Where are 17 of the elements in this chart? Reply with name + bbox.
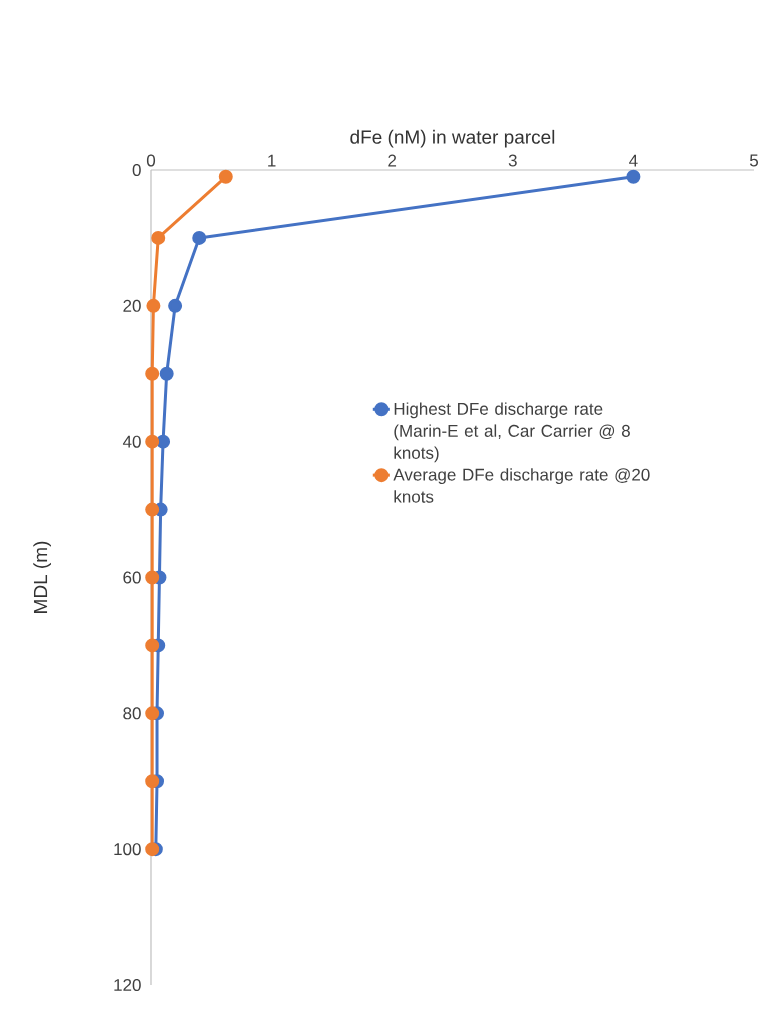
y-tick-label: 40: [122, 435, 141, 448]
x-tick-label: 2: [388, 154, 397, 167]
x-tick-label: 0: [146, 154, 156, 167]
y-tick-label: 120: [114, 978, 141, 992]
legend-label: Average DFe discharge rate @20 knots: [393, 468, 650, 503]
y-axis-title: MDL (m): [33, 541, 51, 613]
x-tick-label: 1: [268, 154, 276, 167]
y-tick-label: 20: [123, 299, 141, 312]
legend-label: Highest DFe discharge rate (Marin-E et al, Car Carrier @ 8 knots): [394, 402, 630, 463]
y-tick-label: 60: [123, 571, 141, 584]
y-tick-label: 0: [132, 163, 141, 177]
x-tick-label: 4: [629, 154, 638, 167]
y-tick-label: 100: [114, 843, 141, 856]
y-tick-label: 80: [123, 707, 141, 720]
x-tick-label: 5: [749, 154, 759, 167]
x-tick-label: 3: [508, 154, 517, 167]
x-axis-title: dFe (nM) in water parcel: [350, 129, 555, 148]
